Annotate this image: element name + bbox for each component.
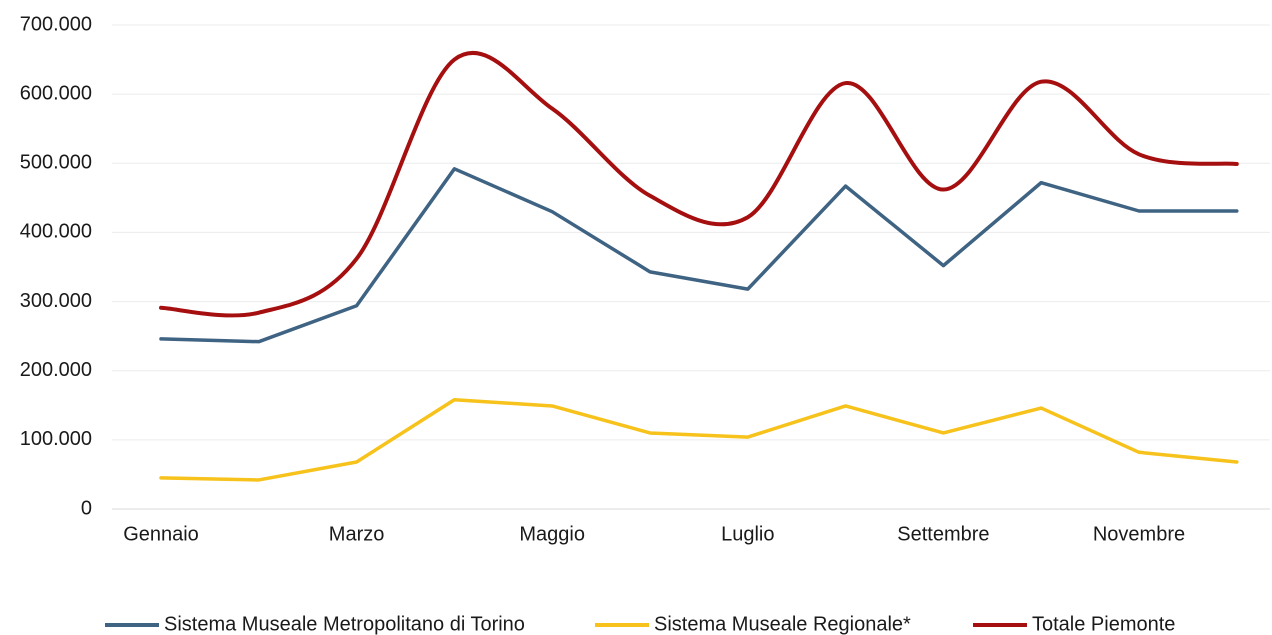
y-tick-label: 600.000 (20, 82, 92, 104)
series-line (159, 398, 1239, 482)
x-tick-label: Luglio (721, 523, 774, 545)
y-tick-label: 200.000 (20, 359, 92, 381)
x-tick-label: Settembre (897, 523, 989, 545)
x-tick-label: Novembre (1093, 523, 1185, 545)
series-line (159, 167, 1239, 344)
y-tick-label: 0 (81, 497, 92, 519)
y-tick-label: 500.000 (20, 152, 92, 174)
y-tick-label: 100.000 (20, 428, 92, 450)
legend-label: Totale Piemonte (1032, 613, 1175, 635)
x-tick-label: Marzo (329, 523, 385, 545)
x-tick-label: Maggio (519, 523, 585, 545)
x-tick-label: Gennaio (123, 523, 199, 545)
y-tick-label: 300.000 (20, 290, 92, 312)
y-tick-label: 400.000 (20, 221, 92, 243)
legend-label: Sistema Museale Regionale* (654, 613, 911, 635)
series-line (159, 50, 1239, 318)
y-tick-label: 700.000 (20, 13, 92, 35)
legend-label: Sistema Museale Metropolitano di Torino (164, 613, 525, 635)
